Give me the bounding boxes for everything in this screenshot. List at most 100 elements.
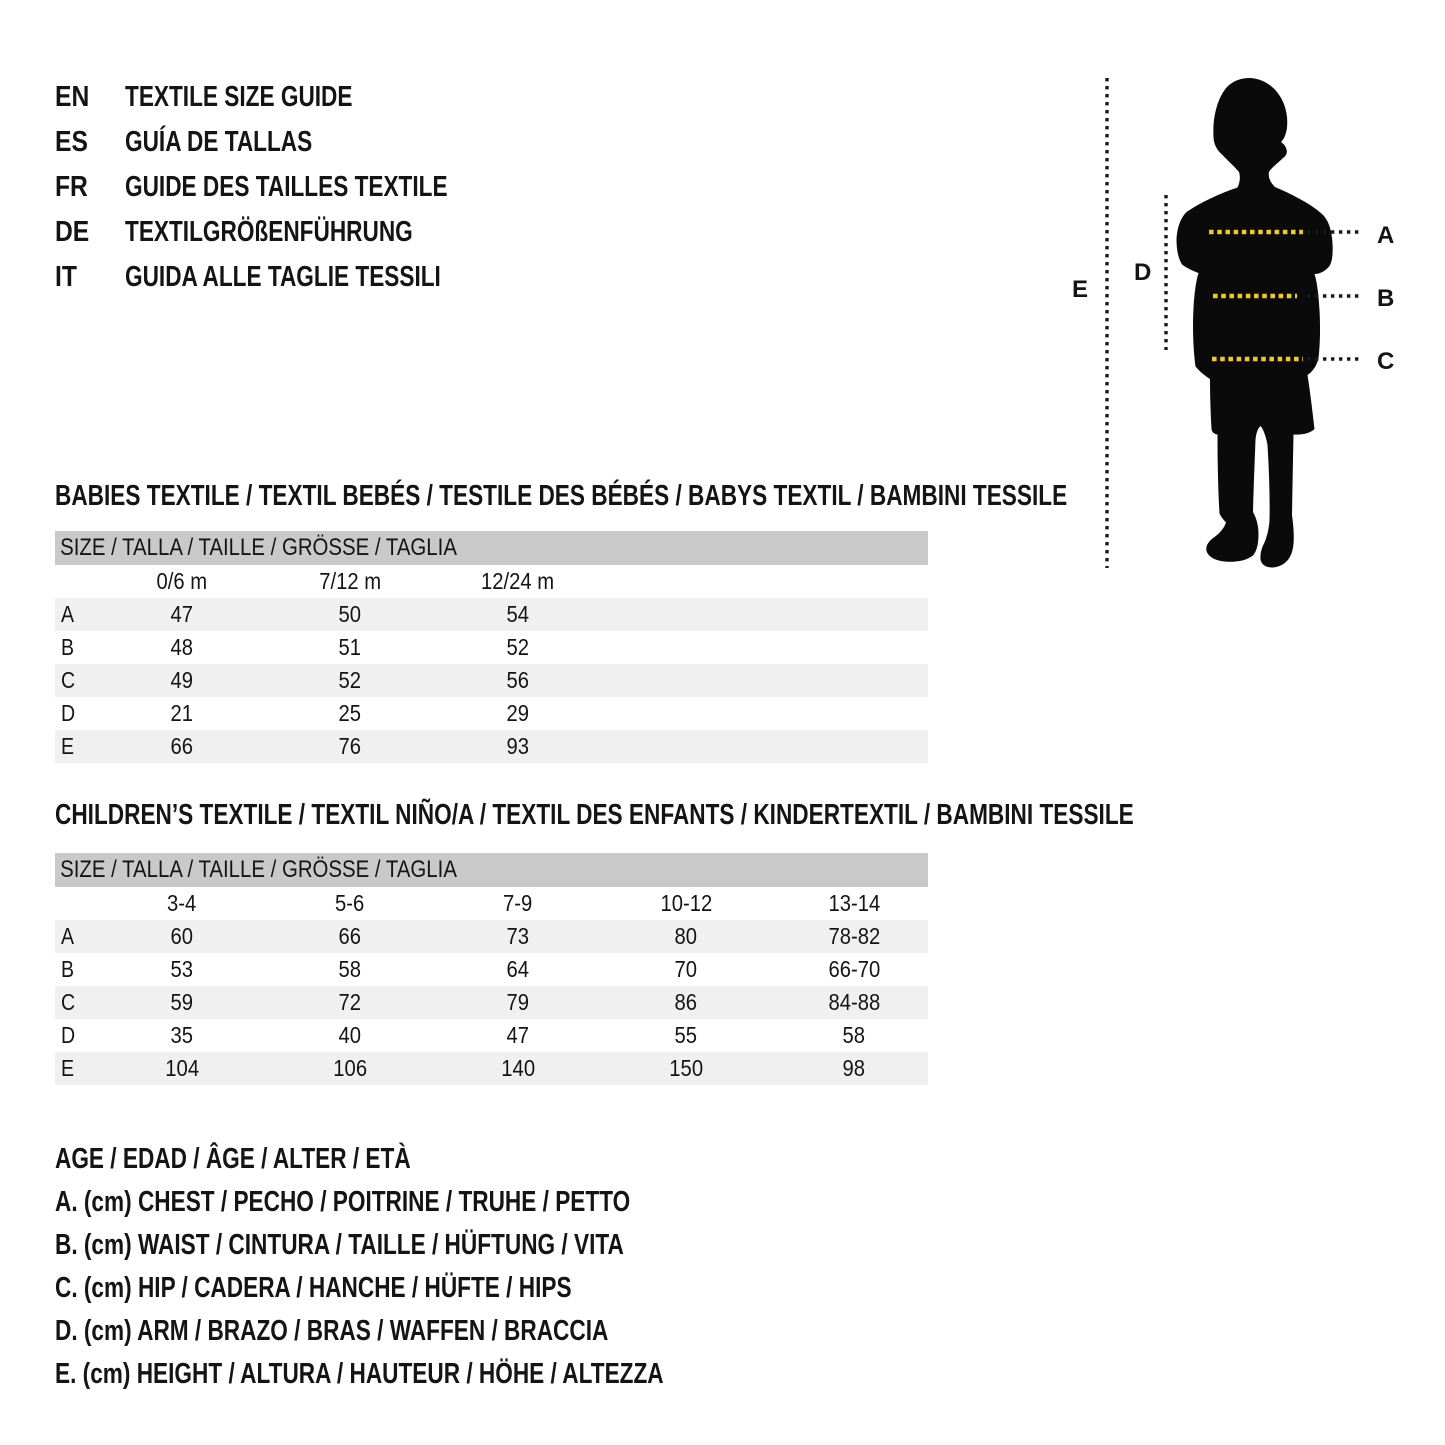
- guide-title-fr: GUIDE DES TAILLES TEXTILE: [125, 171, 448, 203]
- table-cell: 51: [266, 634, 434, 661]
- row-label-text: C: [61, 989, 76, 1015]
- row-label: E: [55, 733, 98, 760]
- column-header-text: 3-4: [167, 890, 197, 916]
- row-label: B: [55, 956, 98, 983]
- cell-value: 79: [506, 989, 530, 1015]
- babies-size-header-bar: SIZE / TALLA / TAILLE / GRÖSSE / TAGLIA: [55, 531, 928, 565]
- row-label-text: D: [61, 700, 76, 726]
- table-cell: 79: [434, 989, 602, 1016]
- guide-title-de: TEXTILGRÖßENFÜHRUNG: [125, 216, 413, 248]
- cell-value: 78-82: [828, 923, 880, 949]
- cell-value: 55: [674, 1022, 698, 1048]
- header-row-en: EN TEXTILE SIZE GUIDE: [55, 75, 539, 120]
- language-code-text: DE: [55, 216, 90, 248]
- column-header-text: 7/12 m: [319, 568, 381, 594]
- guide-title-en: TEXTILE SIZE GUIDE: [125, 81, 353, 113]
- legend-line-height: E. (cm) HEIGHT / ALTURA / HAUTEUR / HÖHE…: [55, 1353, 835, 1396]
- babies-section-title-text: BABIES TEXTILE / TEXTIL BEBÉS / TESTILE …: [55, 480, 1068, 512]
- table-row: A 47 50 54: [55, 598, 928, 631]
- children-section-title-text: CHILDREN’S TEXTILE / TEXTIL NIÑO/A / TEX…: [55, 799, 1134, 831]
- legend-line-hip: C. (cm) HIP / CADERA / HANCHE / HÜFTE / …: [55, 1267, 835, 1310]
- table-cell: 53: [98, 956, 266, 983]
- cell-value: 64: [506, 956, 530, 982]
- table-row: E 104 106 140 150 98: [55, 1052, 928, 1085]
- babies-section-title: BABIES TEXTILE / TEXTIL BEBÉS / TESTILE …: [55, 482, 1353, 511]
- table-cell: 86: [602, 989, 770, 1016]
- table-cell: 40: [266, 1022, 434, 1049]
- table-row: E 66 76 93: [55, 730, 928, 763]
- column-header-text: 13-14: [828, 890, 880, 916]
- cell-value: 72: [338, 989, 362, 1015]
- babies-size-header-text: SIZE / TALLA / TAILLE / GRÖSSE / TAGLIA: [60, 534, 457, 561]
- legend-text: C. (cm) HIP / CADERA / HANCHE / HÜFTE / …: [55, 1272, 572, 1304]
- cell-value: 104: [165, 1055, 199, 1081]
- column-header: 7-9: [434, 890, 602, 917]
- table-cell: 70: [602, 956, 770, 983]
- measurement-figure: A B C D E: [1060, 60, 1445, 600]
- cell-value: 54: [506, 601, 530, 627]
- cell-value: 150: [669, 1055, 703, 1081]
- column-header-text: 12/24 m: [481, 568, 555, 594]
- cell-value: 29: [506, 700, 530, 726]
- table-cell: 72: [266, 989, 434, 1016]
- cell-value: 60: [170, 923, 194, 949]
- language-code: DE: [55, 216, 125, 249]
- table-cell: 56: [434, 667, 602, 694]
- cell-value: 58: [338, 956, 362, 982]
- language-code: ES: [55, 126, 125, 159]
- measurement-legend: AGE / EDAD / ÂGE / ALTER / ETÀ A. (cm) C…: [55, 1138, 835, 1396]
- cell-value: 140: [501, 1055, 535, 1081]
- column-header-text: 5-6: [335, 890, 365, 916]
- cell-value: 86: [674, 989, 698, 1015]
- children-section-title: CHILDREN’S TEXTILE / TEXTIL NIÑO/A / TEX…: [55, 801, 1438, 830]
- column-header: 10-12: [602, 890, 770, 917]
- guide-title-es: GUÍA DE TALLAS: [125, 126, 313, 158]
- header-row-de: DE TEXTILGRÖßENFÜHRUNG: [55, 210, 539, 255]
- row-label-text: B: [61, 634, 75, 660]
- children-column-header-row: 3-4 5-6 7-9 10-12 13-14: [55, 887, 928, 920]
- row-label: C: [55, 667, 98, 694]
- cell-value: 53: [170, 956, 194, 982]
- table-cell: 78-82: [770, 923, 938, 950]
- cell-value: 93: [506, 733, 530, 759]
- table-row: B 48 51 52: [55, 631, 928, 664]
- cell-value: 73: [506, 923, 530, 949]
- cell-value: 49: [170, 667, 194, 693]
- cell-value: 98: [842, 1055, 866, 1081]
- table-cell: 60: [98, 923, 266, 950]
- column-header: 3-4: [98, 890, 266, 917]
- legend-text: E. (cm) HEIGHT / ALTURA / HAUTEUR / HÖHE…: [55, 1358, 664, 1390]
- label-D: D: [1134, 259, 1151, 286]
- cell-value: 47: [506, 1022, 530, 1048]
- cell-value: 66: [338, 923, 362, 949]
- child-silhouette: [1176, 78, 1333, 568]
- header-row-it: IT GUIDA ALLE TAGLIE TESSILI: [55, 255, 539, 300]
- table-row: C 59 72 79 86 84-88: [55, 986, 928, 1019]
- babies-column-header-row: 0/6 m 7/12 m 12/24 m: [55, 565, 928, 598]
- table-cell: 47: [98, 601, 266, 628]
- row-label: D: [55, 700, 98, 727]
- table-cell: 66: [266, 923, 434, 950]
- header-row-fr: FR GUIDE DES TAILLES TEXTILE: [55, 165, 539, 210]
- table-row: D 21 25 29: [55, 697, 928, 730]
- table-cell: 25: [266, 700, 434, 727]
- legend-text: D. (cm) ARM / BRAZO / BRAS / WAFFEN / BR…: [55, 1315, 609, 1347]
- table-cell: 55: [602, 1022, 770, 1049]
- row-label: B: [55, 634, 98, 661]
- label-C: C: [1377, 348, 1394, 375]
- table-cell: 52: [266, 667, 434, 694]
- cell-value: 66: [170, 733, 194, 759]
- column-header: 12/24 m: [434, 568, 602, 595]
- cell-value: 56: [506, 667, 530, 693]
- children-size-header-text: SIZE / TALLA / TAILLE / GRÖSSE / TAGLIA: [60, 856, 457, 883]
- table-row: A 60 66 73 80 78-82: [55, 920, 928, 953]
- cell-value: 70: [674, 956, 698, 982]
- column-header: 13-14: [770, 890, 938, 917]
- language-code-text: ES: [55, 126, 88, 158]
- cell-value: 59: [170, 989, 194, 1015]
- table-row: C 49 52 56: [55, 664, 928, 697]
- table-cell: 48: [98, 634, 266, 661]
- table-cell: 21: [98, 700, 266, 727]
- table-cell: 50: [266, 601, 434, 628]
